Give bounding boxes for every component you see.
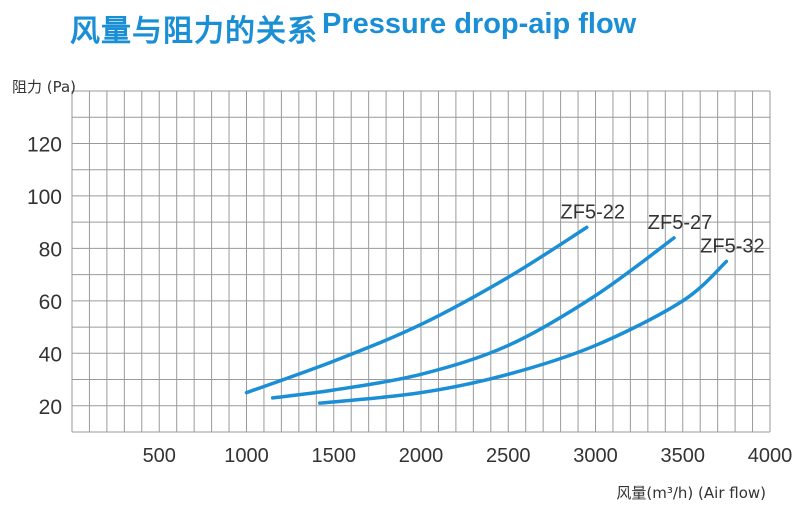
x-tick-label: 4000 <box>748 445 793 467</box>
x-tick-label: 2500 <box>486 445 531 467</box>
grid <box>71 90 771 433</box>
y-tick-label: 40 <box>39 343 62 366</box>
series-label-zf5-27: ZF5-27 <box>648 212 712 234</box>
x-tick-label: 1500 <box>312 445 357 467</box>
x-tick-label: 1000 <box>224 445 269 467</box>
y-tick-label: 100 <box>27 186 62 209</box>
x-tick-label: 3500 <box>661 445 706 467</box>
x-tick-label: 500 <box>143 445 176 467</box>
series-line-zf5-22 <box>244 225 589 395</box>
y-tick-label: 20 <box>39 396 62 419</box>
series-label-zf5-22: ZF5-22 <box>561 201 625 223</box>
y-tick-label: 80 <box>39 238 62 261</box>
chart-title: 风量与阻力的关系 <box>70 14 318 49</box>
x-axis-label: 风量(m³/h) (Air flow) <box>616 484 766 502</box>
y-tick-label: 60 <box>39 291 62 314</box>
axis-labels: 500 1000 1500 2000 2500 3000 3500 4000 20 40 60 80 1… <box>12 78 792 502</box>
y-axis-label: 阻力 (Pa) <box>12 78 76 96</box>
x-tick-label: 2000 <box>399 445 444 467</box>
x-tick-label: 3000 <box>573 445 618 467</box>
series-label-zf5-32: ZF5-32 <box>700 236 764 258</box>
series-line-zf5-32 <box>318 259 729 405</box>
series-line-zf5-27 <box>270 236 676 400</box>
chart-title-en: Pressure drop-aip flow <box>322 8 637 40</box>
y-tick-label: 120 <box>27 133 62 156</box>
